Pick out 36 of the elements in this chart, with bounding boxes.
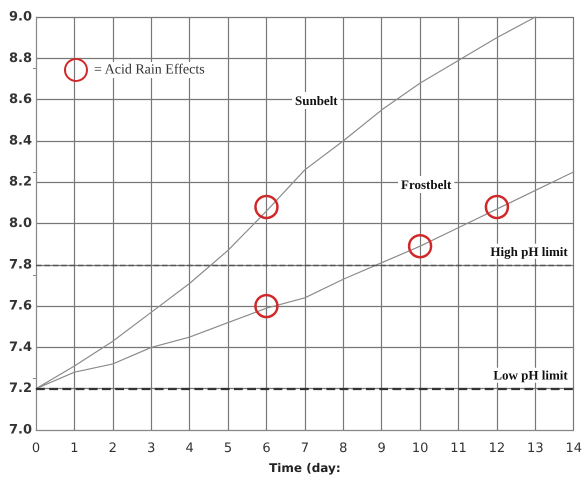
ref-line-label: High pH limit: [490, 244, 568, 259]
y-tick-label: 8.8: [8, 50, 32, 66]
point: [408, 234, 432, 258]
x-tick-label: 4: [185, 441, 194, 456]
x-tick-label: 3: [147, 441, 156, 456]
x-axis-title: Time (day:: [269, 461, 341, 475]
x-tick-label: 13: [527, 441, 544, 456]
ref-line-label: Low pH limit: [493, 368, 568, 383]
x-tick-label: 12: [488, 441, 506, 456]
x-tick-label: 11: [450, 441, 467, 456]
y-tick-label: 7.0: [8, 422, 32, 438]
y-tick-label: 8.2: [8, 174, 32, 190]
x-tick-label: 5: [224, 441, 232, 456]
point: [254, 194, 279, 220]
x-tick-label: 6: [262, 441, 271, 456]
y-tick-label: 8.0: [8, 216, 32, 231]
y-tick-label: 7.4: [8, 340, 32, 355]
annotation: Sunbelt: [295, 93, 338, 108]
y-tick-label: 9.0: [8, 10, 32, 24]
x-tick-label: 1: [70, 441, 79, 456]
x-tick-label: 0: [32, 441, 40, 456]
y-tick-label: 7.2: [8, 381, 32, 396]
point: [484, 194, 510, 220]
x-tick-label: 14: [565, 441, 582, 456]
x-tick-label: 8: [339, 441, 348, 456]
y-tick-label: 8.6: [8, 92, 32, 108]
y-tick-label: 8.4: [8, 133, 32, 148]
y-tick-label: 7.8: [8, 257, 32, 272]
x-tick-label: 10: [412, 441, 428, 456]
x-tick-label: 2: [108, 441, 117, 456]
x-tick-label: 7: [300, 441, 310, 456]
point: [254, 294, 279, 318]
x-tick-label: 9: [378, 441, 386, 456]
legend-label: = Acid Rain Effects: [94, 62, 205, 78]
y-tick-label: 7.6: [8, 298, 32, 314]
annotation: Frostbelt: [401, 177, 452, 192]
